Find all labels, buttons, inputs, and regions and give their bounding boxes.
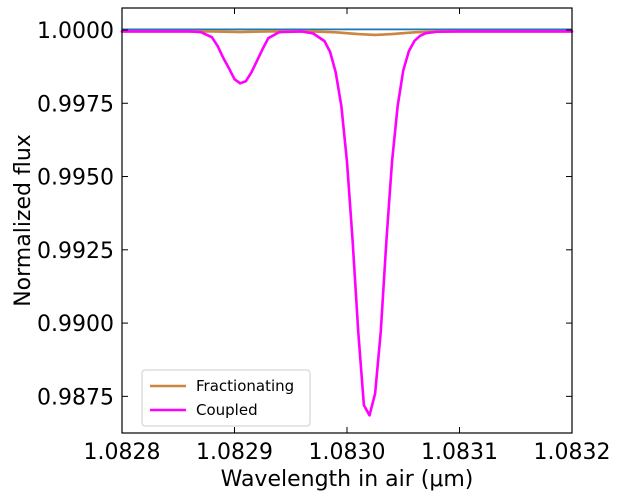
x-tick-label: 1.0832 <box>534 440 611 465</box>
legend-label-coupled: Coupled <box>196 401 258 419</box>
y-tick-label: 1.0000 <box>37 19 114 44</box>
x-tick-label: 1.0830 <box>309 440 386 465</box>
ticks-layer: 1.0828 1.0829 1.0830 1.0831 1.0832 0.9875 0.99… <box>37 8 610 465</box>
x-tick-label: 1.0831 <box>421 440 498 465</box>
x-axis-label: Wavelength in air (μm) <box>221 467 474 492</box>
legend-box <box>141 369 311 427</box>
plot-area-frame <box>121 7 573 434</box>
y-tick-label: 0.9900 <box>37 312 114 337</box>
y-tick-label: 0.9975 <box>37 92 114 117</box>
x-tick-label: 1.0829 <box>196 440 273 465</box>
y-tick-label: 0.9925 <box>37 239 114 264</box>
x-tick-label: 1.0828 <box>84 440 161 465</box>
series-line-coupled <box>120 30 574 417</box>
legend: Fractionating Coupled <box>141 369 311 427</box>
y-tick-label: 0.9875 <box>37 385 114 410</box>
y-axis-label: Normalized flux <box>11 134 36 307</box>
legend-label-fractionating: Fractionating <box>196 377 294 395</box>
series-layer <box>120 28 574 417</box>
y-tick-label: 0.9950 <box>37 166 114 191</box>
